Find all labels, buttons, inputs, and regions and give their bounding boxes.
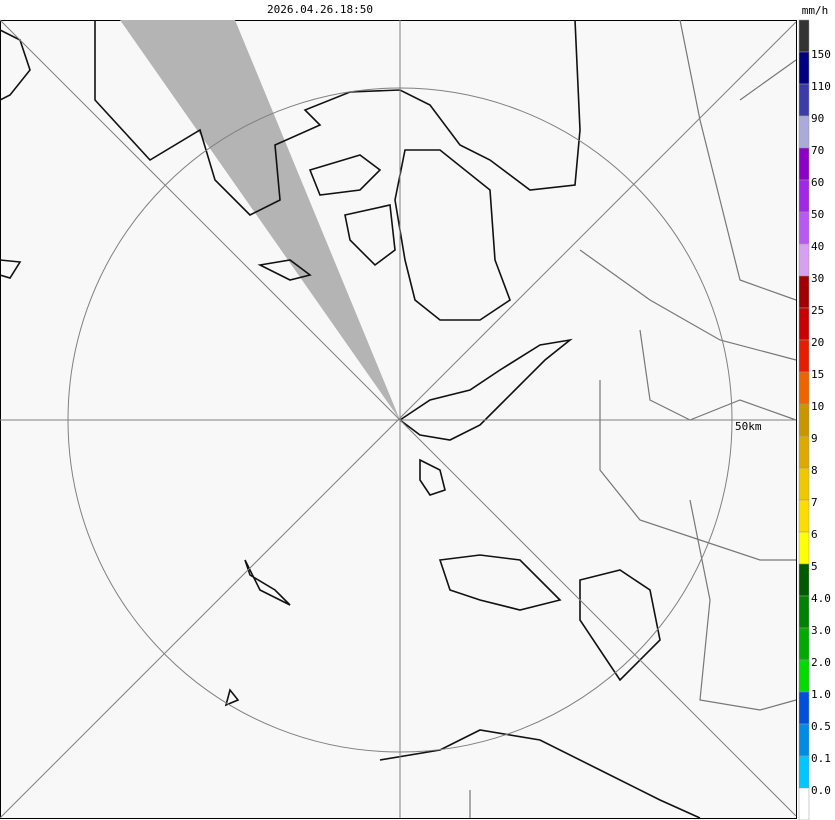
legend-swatch [798,787,810,820]
legend-label: 2.0 [811,656,831,669]
legend-swatch [798,147,810,181]
legend-label: 40 [811,240,824,253]
legend-swatch [798,467,810,501]
legend-label: 1.0 [811,688,831,701]
legend-swatch [798,595,810,629]
timestamp: 2026.04.26.18:50 [267,3,373,16]
admin-boundaries [469,19,797,818]
legend-swatch [798,51,810,85]
beam-block [120,20,400,420]
legend-label: 20 [811,336,824,349]
legend-label: 3.0 [811,624,831,637]
legend-label: 150 [811,48,831,61]
legend-swatch [798,19,810,53]
legend-swatch [798,499,810,533]
legend-label: 5 [811,560,818,573]
legend-label: 110 [811,80,831,93]
legend-swatch [798,179,810,213]
legend-swatch [798,659,810,693]
legend-swatch [798,723,810,757]
legend-swatch [798,307,810,341]
legend-label: 0.5 [811,720,831,733]
legend-swatch [798,531,810,565]
legend-swatch [798,275,810,309]
legend-label: 70 [811,144,824,157]
legend-swatch [798,627,810,661]
legend-swatch [798,83,810,117]
legend-label: 50 [811,208,824,221]
legend-swatch [798,755,810,789]
legend-swatch [798,339,810,373]
legend-label: 8 [811,464,818,477]
map: 50km [0,19,797,819]
legend-label: 0.0 [811,784,831,797]
legend-label: 60 [811,176,824,189]
legend-label: 7 [811,496,818,509]
legend-swatch [798,115,810,149]
legend-label: 10 [811,400,824,413]
legend-label: 15 [811,368,824,381]
legend-swatch [798,435,810,469]
legend-swatch [798,691,810,725]
unit: mm/h [802,4,829,17]
legend-label: 6 [811,528,818,541]
legend-swatch [798,371,810,405]
legend-label: 0.1 [811,752,831,765]
legend-label: 4.0 [811,592,831,605]
legend-label: 90 [811,112,824,125]
range-rings [0,19,797,819]
legend-swatch [798,211,810,245]
legend-label: 9 [811,432,818,445]
range-label: 50km [735,420,762,433]
legend-swatch [798,243,810,277]
legend-swatch [798,403,810,437]
legend-label: 25 [811,304,824,317]
legend-swatch [798,563,810,597]
legend-label: 30 [811,272,824,285]
legend: 150 110 90 70 60 50 40 30 25 20 15 10 9 8 7 6 5 4.0 3.0 2.0… [798,19,831,820]
